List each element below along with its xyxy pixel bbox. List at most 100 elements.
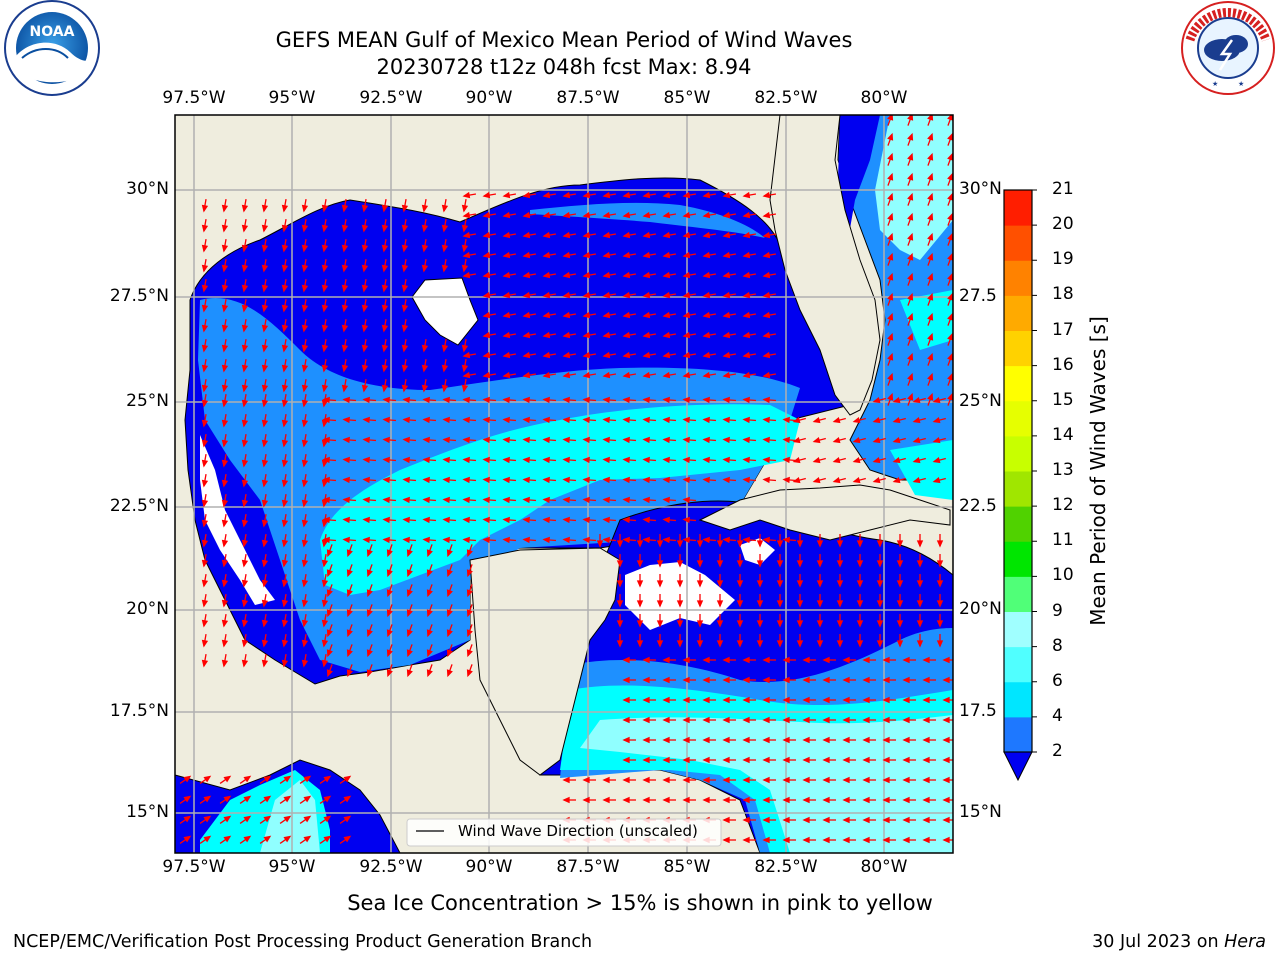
wave-direction-arrowhead xyxy=(942,656,950,664)
wave-direction-arrowhead xyxy=(221,599,229,608)
wave-direction-arrowhead xyxy=(802,696,810,704)
wave-direction-arrowhead xyxy=(462,536,470,544)
wave-direction-arrowhead xyxy=(341,264,349,273)
wave-direction-arrowhead xyxy=(882,816,890,824)
wave-direction-arrowhead xyxy=(346,669,353,678)
wave-direction-arrowhead xyxy=(947,115,953,121)
wave-direction-arrowhead xyxy=(281,304,289,313)
wave-direction-arrowhead xyxy=(796,580,804,588)
wave-direction-arrowhead xyxy=(283,795,292,803)
wave-direction-arrowhead xyxy=(362,396,370,404)
wave-direction-arrowhead xyxy=(722,476,730,484)
wave-direction-arrowhead xyxy=(223,795,232,803)
wave-direction-arrowhead xyxy=(616,580,624,588)
wave-direction-arrowhead xyxy=(762,816,770,824)
wave-direction-arrowhead xyxy=(947,392,953,401)
wave-direction-arrowhead xyxy=(622,416,630,424)
wave-direction-arrowhead xyxy=(321,559,329,568)
wave-direction-arrowhead xyxy=(722,456,730,464)
colorbar-tick-label: 13 xyxy=(1052,460,1074,480)
wave-direction-arrowhead xyxy=(323,815,332,823)
wave-direction-arrowhead xyxy=(502,311,511,319)
wave-direction-arrowhead xyxy=(762,291,771,299)
wave-direction-arrowhead xyxy=(822,696,830,704)
wave-direction-arrowhead xyxy=(241,399,249,408)
wave-direction-arrowhead xyxy=(582,371,591,379)
wave-direction-arrowhead xyxy=(812,457,821,464)
wave-direction-arrowhead xyxy=(902,756,910,764)
wave-direction-arrowhead xyxy=(936,540,944,548)
lat-label-right: 30°N xyxy=(959,179,1002,199)
wave-direction-arrowhead xyxy=(281,659,289,668)
wave-direction-arrowhead xyxy=(907,132,914,141)
svg-text:★: ★ xyxy=(1238,80,1244,88)
wave-direction-arrowhead xyxy=(927,292,934,301)
wave-direction-arrowhead xyxy=(446,669,453,678)
wave-direction-arrowhead xyxy=(201,204,209,213)
wave-direction-arrowhead xyxy=(241,579,249,588)
wave-direction-arrowhead xyxy=(221,419,229,428)
wave-direction-arrowhead xyxy=(882,696,890,704)
lon-label-top: 90°W xyxy=(465,88,513,108)
wave-direction-arrowhead xyxy=(622,696,630,704)
wave-direction-arrowhead xyxy=(221,324,229,333)
wave-direction-arrowhead xyxy=(562,231,571,239)
wave-direction-arrowhead xyxy=(907,232,914,241)
wave-direction-arrowhead xyxy=(401,364,409,373)
wave-direction-arrowhead xyxy=(782,676,790,684)
wave-direction-arrowhead xyxy=(936,640,944,648)
wave-direction-arrowhead xyxy=(942,696,950,704)
wave-direction-arrowhead xyxy=(482,191,491,199)
wave-direction-arrowhead xyxy=(902,776,910,784)
wave-direction-arrowhead xyxy=(927,192,934,201)
wave-direction-arrowhead xyxy=(321,399,329,408)
wave-direction-arrowhead xyxy=(221,659,229,668)
wave-direction-arrowhead xyxy=(482,271,491,279)
wave-direction-arrowhead xyxy=(682,756,690,764)
wave-direction-arrowhead xyxy=(722,776,730,784)
wave-direction-arrowhead xyxy=(401,204,409,213)
wave-direction-arrowhead xyxy=(742,476,750,484)
wave-direction-arrowhead xyxy=(406,569,413,578)
wave-direction-arrowhead xyxy=(682,231,691,239)
wave-direction-arrowhead xyxy=(682,696,690,704)
wave-direction-arrowhead xyxy=(927,152,934,161)
wave-direction-arrowhead xyxy=(461,344,469,353)
wave-direction-arrowhead xyxy=(922,776,930,784)
wave-direction-arrowhead xyxy=(321,204,329,213)
wave-direction-arrowhead xyxy=(656,620,664,628)
wave-direction-arrowhead xyxy=(602,211,611,219)
wave-direction-arrowhead xyxy=(582,416,590,424)
wave-direction-arrowhead xyxy=(636,600,644,608)
wave-direction-arrowhead xyxy=(616,560,624,568)
wave-direction-arrowhead xyxy=(321,264,329,273)
wave-direction-arrowhead xyxy=(642,736,650,744)
lat-label-left: 30°N xyxy=(126,179,169,199)
wave-direction-arrowhead xyxy=(642,211,651,219)
wave-direction-arrowhead xyxy=(616,540,624,548)
wave-direction-arrowhead xyxy=(932,457,941,464)
wave-direction-arrowhead xyxy=(792,417,801,424)
wave-direction-arrowhead xyxy=(682,796,690,804)
wave-direction-arrowhead xyxy=(676,540,684,548)
wave-direction-arrowhead xyxy=(602,476,610,484)
wave-direction-arrowhead xyxy=(261,264,269,273)
wave-direction-arrowhead xyxy=(482,396,490,404)
wave-direction-arrowhead xyxy=(562,191,571,199)
wave-direction-arrowhead xyxy=(562,476,570,484)
wave-direction-arrowhead xyxy=(696,580,704,588)
wave-direction-arrowhead xyxy=(426,589,433,598)
wave-direction-arrowhead xyxy=(636,580,644,588)
wave-direction-arrowhead xyxy=(482,436,490,444)
wave-direction-arrowhead xyxy=(441,384,449,393)
wave-direction-arrowhead xyxy=(796,640,804,648)
nws-logo: ★ ★ xyxy=(1181,1,1275,95)
wave-direction-arrowhead xyxy=(381,324,389,333)
wave-direction-arrowhead xyxy=(882,776,890,784)
wave-direction-arrowhead xyxy=(402,476,410,484)
wave-direction-arrowhead xyxy=(902,736,910,744)
wave-direction-arrowhead xyxy=(762,736,770,744)
wave-direction-arrowhead xyxy=(682,676,690,684)
wave-direction-arrowhead xyxy=(656,580,664,588)
wave-direction-arrowhead xyxy=(682,436,690,444)
